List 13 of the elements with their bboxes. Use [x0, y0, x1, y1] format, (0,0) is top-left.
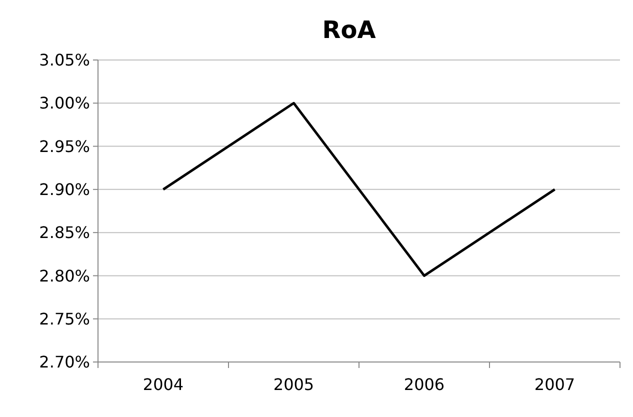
- x-tick-label: 2006: [404, 375, 445, 394]
- x-tick-label: 2005: [273, 375, 314, 394]
- chart-title: RoA: [322, 16, 376, 44]
- x-tick-label: 2007: [534, 375, 576, 394]
- y-tick-label: 2.90%: [39, 180, 90, 200]
- x-tick-label: 2004: [142, 375, 184, 394]
- y-tick-label: 3.00%: [39, 94, 90, 113]
- y-tick-label: 2.70%: [39, 352, 90, 372]
- y-tick-label: 2.80%: [39, 266, 90, 286]
- y-tick-label: 3.05%: [39, 50, 90, 70]
- y-tick-label: 2.85%: [39, 223, 90, 242]
- y-tick-label: 2.95%: [39, 136, 90, 156]
- y-tick-label: 2.75%: [39, 309, 90, 328]
